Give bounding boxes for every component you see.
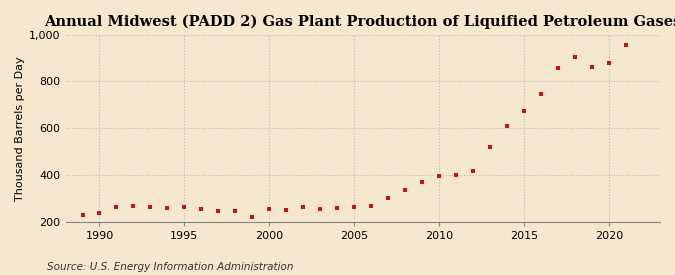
Point [502,124,512,128]
Point [281,207,292,212]
Point [587,65,597,69]
Point [553,66,564,70]
Point [451,173,462,177]
Point [94,211,105,215]
Point [128,204,139,208]
Point [349,205,360,209]
Point [383,196,394,200]
Text: Source: U.S. Energy Information Administration: Source: U.S. Energy Information Administ… [47,262,294,272]
Point [570,55,580,59]
Point [264,207,275,211]
Point [536,92,547,97]
Point [434,174,445,178]
Point [468,169,479,174]
Point [332,206,343,210]
Point [518,109,529,114]
Point [213,208,224,213]
Point [315,207,326,211]
Point [247,215,258,219]
Point [416,180,427,184]
Point [298,204,308,209]
Point [230,209,241,214]
Point [111,205,122,209]
Title: Annual Midwest (PADD 2) Gas Plant Production of Liquified Petroleum Gases: Annual Midwest (PADD 2) Gas Plant Produc… [44,15,675,29]
Point [485,145,495,149]
Point [145,204,156,209]
Point [366,204,377,208]
Point [77,213,88,217]
Point [620,43,631,48]
Point [603,60,614,65]
Point [179,205,190,209]
Y-axis label: Thousand Barrels per Day: Thousand Barrels per Day [15,56,25,200]
Point [400,188,410,192]
Point [196,207,207,211]
Point [162,206,173,210]
